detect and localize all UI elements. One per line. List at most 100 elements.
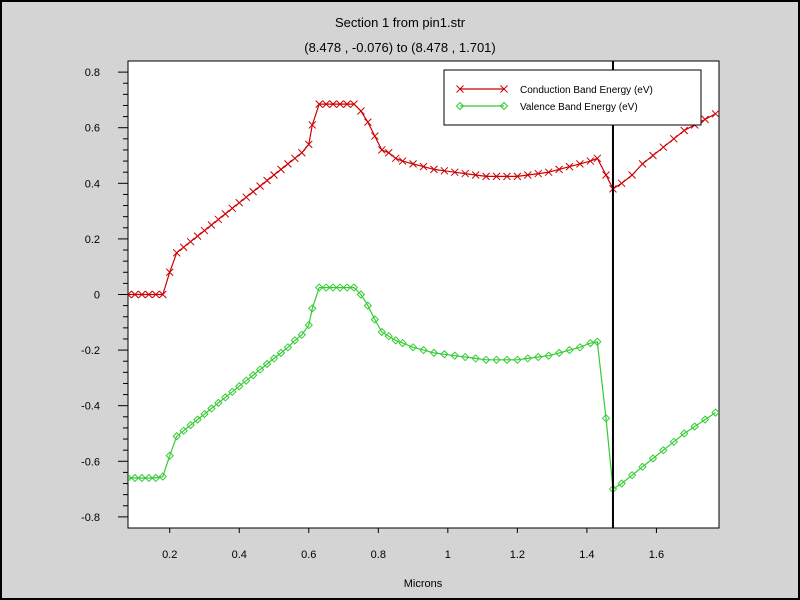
data-point-diamond-marker <box>398 338 407 348</box>
plot-area <box>127 60 720 529</box>
data-point-diamond-marker <box>269 354 279 363</box>
data-point-x-marker <box>409 159 417 168</box>
data-point-x-marker <box>593 154 602 163</box>
y-tick-label: -0.8 <box>81 512 100 524</box>
data-point-x-marker <box>503 172 511 181</box>
data-point-x-marker <box>701 115 709 124</box>
plot-series-group <box>128 61 719 528</box>
data-point-x-marker <box>343 100 351 108</box>
data-point-diamond-marker <box>276 348 286 358</box>
data-point-x-marker <box>235 198 244 207</box>
x-tick-label: 0.2 <box>162 549 177 561</box>
data-point-diamond-marker <box>586 338 595 348</box>
data-point-diamond-marker <box>669 437 679 447</box>
data-point-diamond-marker <box>356 290 366 299</box>
data-point-x-marker <box>523 171 532 179</box>
data-point-diamond-marker <box>419 345 428 355</box>
data-point-x-marker <box>242 193 251 202</box>
series-line <box>128 287 716 491</box>
x-tick-label: 1.2 <box>510 549 525 561</box>
data-point-x-marker <box>329 100 337 108</box>
data-point-x-marker <box>450 168 459 177</box>
data-point-x-marker <box>128 290 132 299</box>
data-point-x-marker <box>315 100 324 108</box>
x-tick-label: 0.6 <box>301 549 316 561</box>
data-point-diamond-marker <box>328 283 338 292</box>
data-point-x-marker <box>322 100 331 108</box>
data-point-diamond-marker <box>179 426 188 435</box>
y-tick-label: 0.8 <box>85 67 100 79</box>
data-point-x-marker <box>179 243 188 252</box>
x-tick-label: 0.4 <box>232 549 247 561</box>
data-point-diamond-marker <box>308 304 317 313</box>
data-point-x-marker <box>377 146 386 154</box>
data-point-diamond-marker <box>544 351 553 360</box>
data-point-diamond-marker <box>408 343 418 352</box>
data-point-diamond-marker <box>158 472 167 481</box>
data-point-diamond-marker <box>534 352 543 362</box>
data-point-x-marker <box>263 176 271 185</box>
data-point-diamond-marker <box>228 387 237 396</box>
data-point-x-marker <box>649 151 657 160</box>
data-point-x-marker <box>158 290 167 299</box>
data-point-diamond-marker <box>193 415 202 424</box>
data-point-diamond-marker <box>680 429 689 438</box>
data-point-diamond-marker <box>481 355 491 365</box>
data-point-diamond-marker <box>690 422 699 431</box>
data-point-diamond-marker <box>349 283 359 292</box>
y-tick-label: -0.6 <box>81 456 100 468</box>
data-point-x-marker <box>471 171 480 179</box>
data-point-x-marker <box>456 85 464 93</box>
data-point-x-marker <box>430 165 438 174</box>
data-point-diamond-marker <box>304 320 313 330</box>
data-point-x-marker <box>602 171 610 179</box>
data-point-diamond-marker <box>523 354 533 363</box>
data-point-x-marker <box>138 290 146 299</box>
data-point-diamond-marker <box>513 355 522 365</box>
data-point-diamond-marker <box>492 355 501 365</box>
series-conduction-band <box>128 100 719 299</box>
data-point-diamond-marker <box>221 393 230 402</box>
data-point-x-marker <box>308 121 317 129</box>
chart-subtitle: (8.478 , -0.076) to (8.478 , 1.701) <box>304 40 496 55</box>
y-tick-label: 0.4 <box>85 178 100 190</box>
data-point-diamond-marker <box>283 343 293 352</box>
data-point-x-marker <box>221 210 230 218</box>
data-point-diamond-marker <box>377 327 386 337</box>
data-point-x-marker <box>500 85 508 93</box>
data-point-x-marker <box>277 165 285 174</box>
data-point-diamond-marker <box>200 409 209 419</box>
data-point-x-marker <box>680 126 689 135</box>
legend-item: Valence Band Energy (eV) <box>455 101 638 113</box>
data-point-x-marker <box>440 166 449 175</box>
data-point-diamond-marker <box>165 451 174 460</box>
y-tick-label: 0.2 <box>85 234 100 246</box>
data-point-x-marker <box>193 232 202 240</box>
data-point-diamond-marker <box>290 336 300 345</box>
data-point-diamond-marker <box>144 473 154 483</box>
data-point-x-marker <box>172 248 181 257</box>
data-point-diamond-marker <box>321 283 331 292</box>
data-point-x-marker <box>576 159 584 168</box>
x-tick-label: 1 <box>445 549 451 561</box>
data-point-diamond-marker <box>638 462 647 472</box>
data-point-x-marker <box>214 215 223 224</box>
data-point-diamond-marker <box>128 473 133 483</box>
data-point-x-marker <box>291 154 299 163</box>
data-point-diamond-marker <box>461 352 470 362</box>
data-point-x-marker <box>336 100 344 108</box>
data-point-diamond-marker <box>235 382 244 391</box>
y-tick-label: -0.2 <box>81 345 100 357</box>
data-point-diamond-marker <box>502 355 512 365</box>
data-point-diamond-marker <box>255 365 265 374</box>
x-tick-label: 1.6 <box>649 549 664 561</box>
y-tick-label: 0 <box>94 290 100 302</box>
data-point-diamond-marker <box>659 445 668 455</box>
x-axis-label: Microns <box>404 578 443 590</box>
data-point-diamond-marker <box>137 473 147 483</box>
x-axis: 0.2 0.4 0.6 0.8 1 1.2 1.4 1.6 <box>162 528 664 561</box>
data-point-diamond-marker <box>384 331 393 341</box>
data-point-diamond-marker <box>593 337 602 346</box>
data-point-x-marker <box>419 162 428 171</box>
legend-item: Conduction Band Energy (eV) <box>456 85 653 96</box>
